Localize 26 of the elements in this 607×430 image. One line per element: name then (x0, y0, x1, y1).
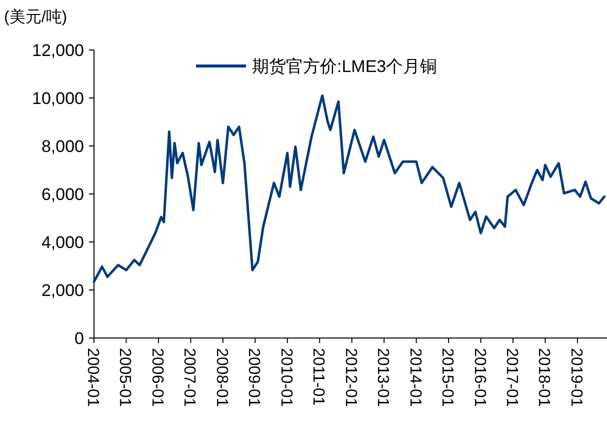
y-tick-label: 12,000 (32, 41, 84, 60)
x-tick-label: 2019-01 (567, 348, 584, 407)
y-tick-label: 8,000 (41, 137, 84, 156)
x-tick-label: 2005-01 (116, 348, 134, 407)
legend-label: 期货官方价:LME3个月铜 (252, 57, 438, 76)
y-tick-label: 6,000 (41, 185, 84, 204)
y-tick-label: 2,000 (41, 281, 84, 300)
x-tick-label: 2006-01 (148, 348, 166, 407)
y-tick-label: 0 (74, 329, 84, 348)
x-tick-label: 2007-01 (180, 348, 198, 407)
x-tick-label: 2018-01 (535, 348, 552, 407)
x-tick-label: 2015-01 (438, 348, 456, 407)
x-tick-label: 2012-01 (342, 348, 359, 407)
x-tick-label: 2011-01 (310, 348, 327, 406)
x-tick-label: 2008-01 (212, 348, 230, 407)
x-tick-label: 2013-01 (374, 348, 392, 407)
x-tick-label: 2004-01 (84, 348, 101, 407)
y-axis-title: (美元/吨) (4, 8, 68, 26)
y-tick-label: 10,000 (32, 89, 84, 108)
x-tick-label: 2009-01 (245, 348, 262, 407)
x-tick-label: 2010-01 (277, 348, 294, 407)
line-series (92, 94, 606, 283)
x-tick-label: 2016-01 (470, 348, 488, 407)
y-tick-label: 4,000 (41, 233, 84, 252)
x-tick-label: 2017-01 (502, 348, 520, 407)
x-tick-label: 2014-01 (406, 348, 424, 407)
